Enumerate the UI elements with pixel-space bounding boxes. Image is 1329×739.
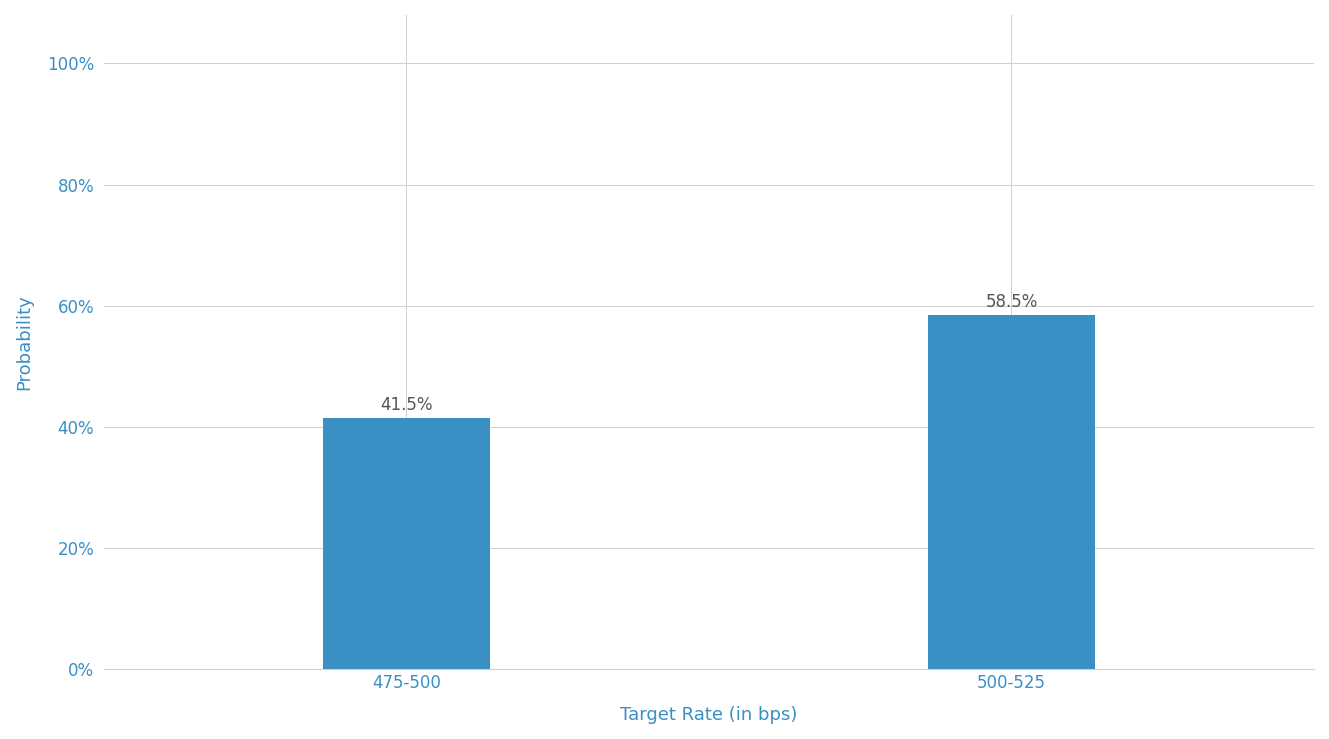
Bar — [928, 315, 1095, 670]
X-axis label: Target Rate (in bps): Target Rate (in bps) — [621, 706, 797, 724]
Bar — [323, 418, 489, 670]
Text: 58.5%: 58.5% — [985, 293, 1038, 310]
Text: 41.5%: 41.5% — [380, 395, 433, 414]
Y-axis label: Probability: Probability — [15, 294, 33, 390]
